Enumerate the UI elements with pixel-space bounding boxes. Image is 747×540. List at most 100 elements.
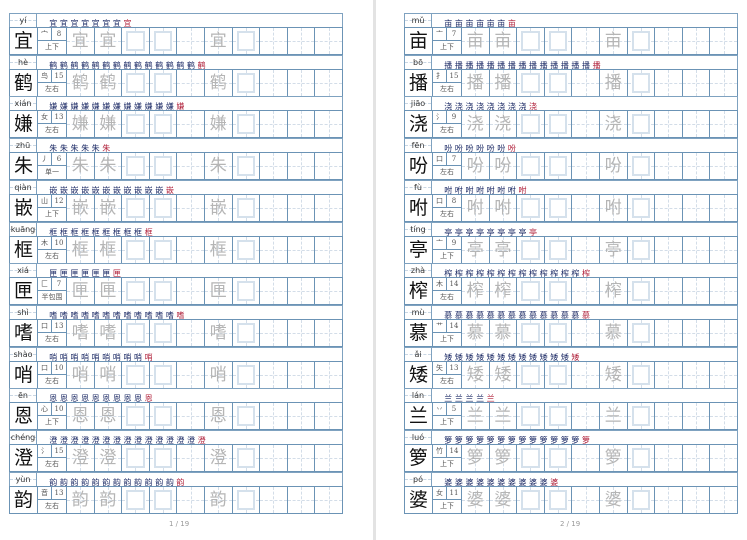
practice-cell[interactable] [260, 445, 288, 471]
practice-cell[interactable] [122, 153, 150, 180]
practice-cell[interactable] [710, 319, 737, 346]
practice-cell[interactable] [682, 111, 711, 138]
practice-cell[interactable]: 朱 [67, 153, 95, 180]
practice-cell[interactable] [287, 319, 316, 346]
practice-cell[interactable] [710, 278, 737, 305]
practice-cell[interactable]: 婆 [489, 486, 518, 513]
practice-cell[interactable]: 兰 [489, 403, 518, 430]
practice-cell[interactable] [544, 278, 573, 305]
practice-cell[interactable] [572, 236, 600, 263]
practice-cell[interactable] [177, 403, 205, 430]
practice-cell[interactable]: 韵 [67, 486, 95, 513]
practice-cell[interactable] [544, 236, 573, 263]
practice-cell[interactable] [149, 361, 178, 388]
practice-cell[interactable] [315, 403, 342, 430]
practice-cell[interactable] [260, 319, 288, 346]
practice-cell[interactable] [544, 319, 573, 346]
practice-cell[interactable]: 箩 [489, 445, 518, 471]
practice-cell[interactable] [627, 445, 656, 471]
practice-cell[interactable] [232, 111, 261, 138]
practice-cell[interactable]: 嵌 [204, 194, 233, 221]
practice-cell[interactable]: 嗜 [204, 319, 233, 346]
practice-cell[interactable] [122, 278, 150, 305]
practice-cell[interactable] [232, 361, 261, 388]
practice-cell[interactable] [149, 153, 178, 180]
practice-cell[interactable] [655, 153, 683, 180]
practice-cell[interactable]: 慕 [462, 319, 490, 346]
practice-cell[interactable] [177, 194, 205, 221]
practice-cell[interactable]: 兰 [462, 403, 490, 430]
practice-cell[interactable]: 哨 [204, 361, 233, 388]
practice-cell[interactable]: 榨 [489, 278, 518, 305]
practice-cell[interactable]: 吩 [462, 153, 490, 180]
practice-cell[interactable]: 亩 [462, 28, 490, 54]
practice-cell[interactable] [655, 28, 683, 54]
practice-cell[interactable] [232, 319, 261, 346]
practice-cell[interactable] [544, 194, 573, 221]
practice-cell[interactable]: 澄 [67, 445, 95, 471]
practice-cell[interactable] [627, 153, 656, 180]
practice-cell[interactable]: 嫌 [204, 111, 233, 138]
practice-cell[interactable] [655, 319, 683, 346]
practice-cell[interactable] [544, 403, 573, 430]
practice-cell[interactable] [149, 278, 178, 305]
practice-cell[interactable]: 亩 [599, 28, 628, 54]
practice-cell[interactable] [572, 153, 600, 180]
practice-cell[interactable] [655, 69, 683, 96]
practice-cell[interactable] [315, 278, 342, 305]
practice-cell[interactable]: 浇 [599, 111, 628, 138]
practice-cell[interactable] [149, 111, 178, 138]
practice-cell[interactable]: 亭 [462, 236, 490, 263]
practice-cell[interactable]: 吩 [599, 153, 628, 180]
practice-cell[interactable]: 矮 [489, 361, 518, 388]
practice-cell[interactable] [149, 403, 178, 430]
practice-cell[interactable] [544, 361, 573, 388]
practice-cell[interactable]: 哨 [94, 361, 123, 388]
practice-cell[interactable] [149, 194, 178, 221]
practice-cell[interactable] [122, 194, 150, 221]
practice-cell[interactable]: 框 [94, 236, 123, 263]
practice-cell[interactable] [177, 111, 205, 138]
practice-cell[interactable] [315, 194, 342, 221]
practice-cell[interactable] [517, 194, 545, 221]
practice-cell[interactable]: 榨 [599, 278, 628, 305]
practice-cell[interactable] [572, 28, 600, 54]
practice-cell[interactable] [655, 361, 683, 388]
practice-cell[interactable]: 澄 [94, 445, 123, 471]
practice-cell[interactable] [572, 69, 600, 96]
practice-cell[interactable] [710, 28, 737, 54]
practice-cell[interactable]: 亭 [599, 236, 628, 263]
practice-cell[interactable] [572, 403, 600, 430]
practice-cell[interactable] [122, 403, 150, 430]
practice-cell[interactable] [682, 236, 711, 263]
practice-cell[interactable] [260, 361, 288, 388]
practice-cell[interactable]: 箩 [599, 445, 628, 471]
practice-cell[interactable] [315, 486, 342, 513]
practice-cell[interactable] [572, 319, 600, 346]
practice-cell[interactable]: 嫌 [67, 111, 95, 138]
practice-cell[interactable] [260, 194, 288, 221]
practice-cell[interactable] [260, 69, 288, 96]
practice-cell[interactable]: 榨 [462, 278, 490, 305]
practice-cell[interactable] [710, 69, 737, 96]
practice-cell[interactable] [232, 486, 261, 513]
practice-cell[interactable]: 亩 [489, 28, 518, 54]
practice-cell[interactable] [655, 278, 683, 305]
practice-cell[interactable] [315, 319, 342, 346]
practice-cell[interactable] [315, 361, 342, 388]
practice-cell[interactable] [149, 28, 178, 54]
practice-cell[interactable] [177, 361, 205, 388]
practice-cell[interactable]: 婆 [462, 486, 490, 513]
practice-cell[interactable]: 播 [489, 69, 518, 96]
practice-cell[interactable] [260, 153, 288, 180]
practice-cell[interactable] [517, 278, 545, 305]
practice-cell[interactable] [544, 28, 573, 54]
practice-cell[interactable] [287, 236, 316, 263]
practice-cell[interactable] [149, 486, 178, 513]
practice-cell[interactable] [232, 28, 261, 54]
practice-cell[interactable]: 慕 [599, 319, 628, 346]
practice-cell[interactable] [544, 445, 573, 471]
practice-cell[interactable] [315, 111, 342, 138]
practice-cell[interactable] [682, 403, 711, 430]
practice-cell[interactable] [287, 403, 316, 430]
